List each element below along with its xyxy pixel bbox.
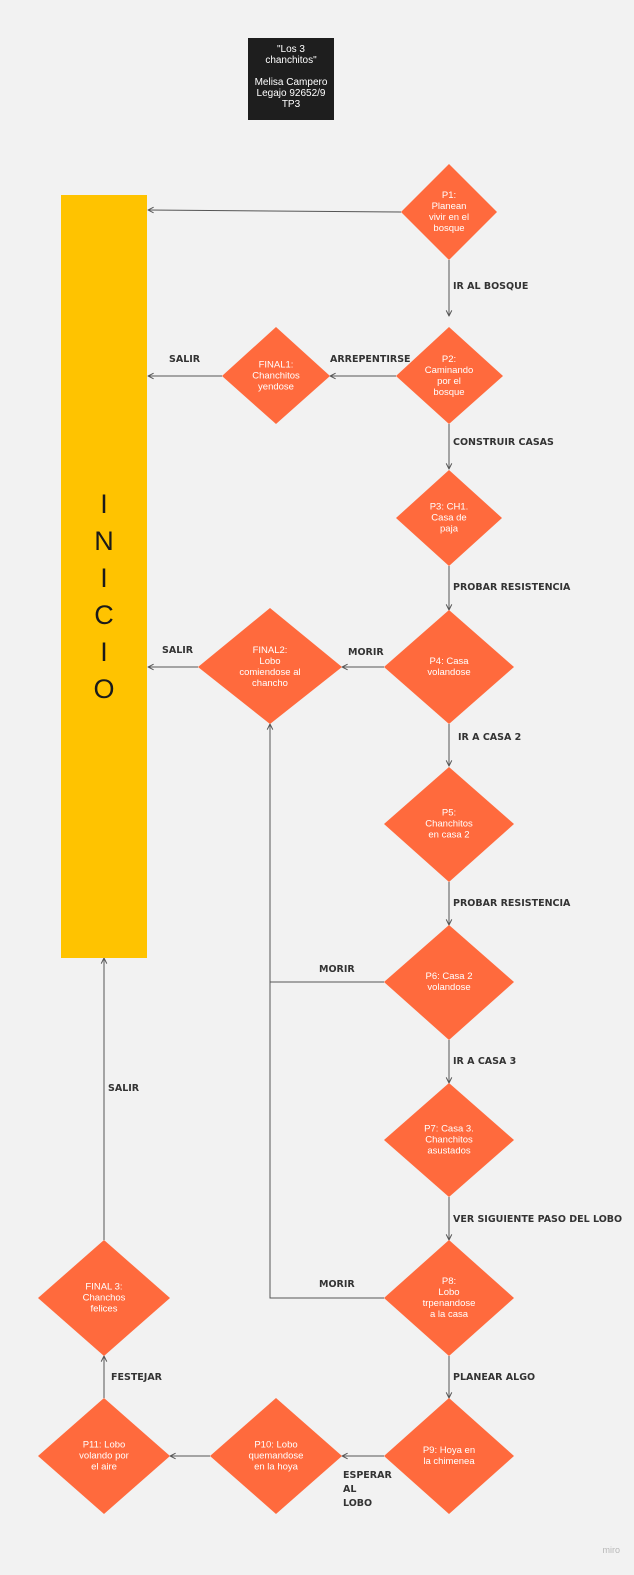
diamond-p6: [384, 925, 514, 1040]
diamond-final1: [222, 327, 330, 424]
diamond-final2: [198, 608, 342, 724]
edge-label-ir-a-casa-2: IR A CASA 2: [458, 732, 522, 743]
edge-label-salir-3: SALIR: [108, 1083, 140, 1094]
diamond-final3: [38, 1240, 170, 1356]
edge-p1-inicio: [148, 210, 402, 212]
node-p10-text: P10: Lobo quemandose en la hoya: [248, 1439, 304, 1473]
edge-label-construir-casas: CONSTRUIR CASAS: [453, 437, 554, 448]
node-p7-text: P7: Casa 3. Chanchitos asustados: [424, 1123, 474, 1157]
edge-label-ver-siguiente-paso: VER SIGUIENTE PASO DEL LOBO: [453, 1214, 623, 1225]
edge-label-morir-2: MORIR: [319, 964, 355, 975]
edge-p8-final2: [269, 982, 384, 1299]
node-p9-text: P9: Hoya en la chimenea: [422, 1445, 476, 1467]
node-p2-text: P2: Caminando por el bosque: [424, 354, 474, 398]
node-p4-text: P4: Casa volandose: [427, 656, 471, 678]
edge-p6-final2: [270, 724, 384, 983]
title-box: "Los 3 chanchitos" Melisa Campero Legajo…: [248, 38, 334, 120]
edge-label-planear-algo: PLANEAR ALGO: [453, 1372, 536, 1383]
node-p5-text: P5: Chanchitos en casa 2: [425, 807, 473, 841]
edge-label-salir-1: SALIR: [169, 354, 201, 365]
edge-label-probar-resistencia-1: PROBAR RESISTENCIA: [453, 582, 571, 593]
diamond-p4: [384, 610, 514, 724]
diamond-p1: [401, 164, 497, 260]
edge-label-arrepentirse: ARREPENTIRSE: [330, 354, 411, 365]
edge-label-festejar: FESTEJAR: [111, 1372, 162, 1383]
edge-label-probar-resistencia-2: PROBAR RESISTENCIA: [453, 898, 571, 909]
miro-watermark: miro: [602, 1545, 621, 1555]
node-p1-text: P1: Planean vivir en el bosque: [428, 190, 470, 234]
diamond-p5: [384, 767, 514, 882]
edge-label-ir-a-casa-3: IR A CASA 3: [453, 1056, 517, 1067]
edge-label-esperar-al-lobo: ESPERAR AL LOBO: [343, 1470, 392, 1509]
edge-label-salir-2: SALIR: [162, 645, 194, 656]
inicio-label: I N I C I O: [93, 489, 115, 704]
diamond-p11: [38, 1398, 170, 1514]
title-line1: "Los 3 chanchitos": [265, 44, 317, 66]
node-final1-text: FINAL1: Chanchitos yendose: [252, 359, 300, 393]
diamond-p3: [396, 470, 502, 566]
edge-label-ir-al-bosque: IR AL BOSQUE: [453, 281, 529, 292]
node-final3-text: FINAL 3: Chanchos felices: [82, 1281, 126, 1315]
diamond-p10: [210, 1398, 342, 1514]
inicio-bar: [61, 195, 147, 958]
node-p8-text: P8: Lobo trpenandose a la casa: [422, 1276, 476, 1320]
diamond-p7: [384, 1083, 514, 1197]
node-final2-text: FINAL2: Lobo comiendose al chancho: [239, 645, 301, 689]
diamond-p8: [384, 1240, 514, 1356]
edge-label-morir-1: MORIR: [348, 647, 384, 658]
edge-label-morir-3: MORIR: [319, 1279, 355, 1290]
node-p6-text: P6: Casa 2 volandose: [425, 971, 473, 993]
node-p3-text: P3: CH1. Casa de paja: [429, 501, 469, 535]
diamond-p2: [396, 327, 503, 424]
diamond-p9: [384, 1398, 514, 1514]
title-line2: Melisa Campero Legajo 92652/9 TP3: [254, 77, 328, 110]
node-p11-text: P11: Lobo volando por el aire: [79, 1439, 129, 1473]
